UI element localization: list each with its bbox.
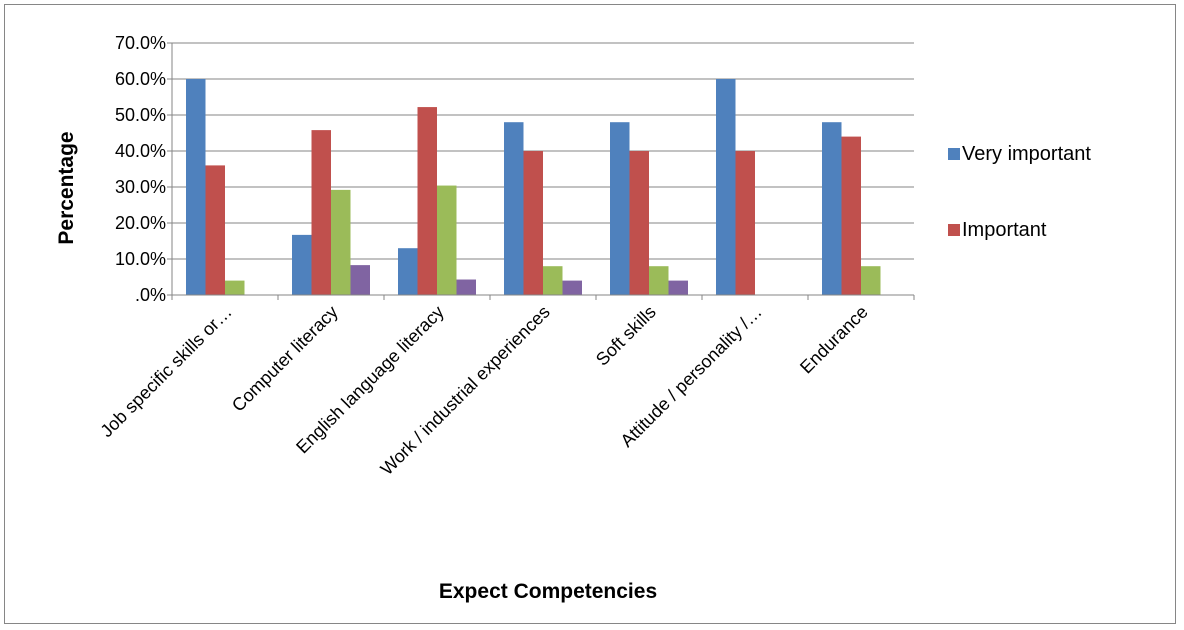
bar xyxy=(417,107,437,295)
bars xyxy=(186,79,881,295)
y-tick-label: 40.0% xyxy=(115,141,166,161)
bar xyxy=(186,79,206,295)
bar xyxy=(841,136,861,295)
legend-label: Important xyxy=(962,219,1047,241)
y-axis-title: Percentage xyxy=(55,131,78,244)
x-tick-labels: Job specific skills or…Computer literacy… xyxy=(96,302,871,479)
x-axis-title: Expect Competencies xyxy=(439,580,657,603)
bar xyxy=(437,185,457,295)
x-tick-label: Endurance xyxy=(796,302,872,378)
x-tick-label: Job specific skills or… xyxy=(96,302,235,441)
y-tick-labels: .0% 10.0% 20.0% 30.0% 40.0% 50.0% 60.0% 70.0% xyxy=(115,33,166,305)
y-tick-label: 50.0% xyxy=(115,105,166,125)
bar xyxy=(735,151,755,295)
bar xyxy=(398,248,418,295)
bar xyxy=(456,279,476,295)
bar xyxy=(629,151,649,295)
bar xyxy=(822,122,842,295)
bar xyxy=(350,265,370,295)
x-tick-label: Soft skills xyxy=(592,302,660,370)
legend-item: Very important xyxy=(948,143,1091,165)
bar xyxy=(562,280,582,295)
legend-swatch xyxy=(948,224,960,236)
bar xyxy=(331,189,351,295)
bar xyxy=(861,266,881,295)
y-tick-label: .0% xyxy=(135,285,166,305)
y-tick-label: 60.0% xyxy=(115,69,166,89)
bar xyxy=(649,266,669,295)
bar xyxy=(523,151,543,295)
bar xyxy=(543,266,563,295)
y-tick-label: 30.0% xyxy=(115,177,166,197)
axes xyxy=(167,42,915,300)
legend-item: Important xyxy=(948,219,1047,241)
y-tick-label: 70.0% xyxy=(115,33,166,53)
bar xyxy=(292,234,312,295)
bar xyxy=(225,280,245,295)
bar xyxy=(205,165,225,295)
y-tick-label: 20.0% xyxy=(115,213,166,233)
legend-label: Very important xyxy=(962,143,1091,165)
x-tick-label: Computer literacy xyxy=(228,302,342,416)
x-tick-label: Work / industrial experiences xyxy=(377,302,554,479)
bar xyxy=(668,280,688,295)
bar xyxy=(504,122,524,295)
legend-swatch xyxy=(948,148,960,160)
bar xyxy=(610,122,630,295)
y-tick-label: 10.0% xyxy=(115,249,166,269)
bar xyxy=(716,79,736,295)
legend: Very important Important xyxy=(948,143,1091,241)
bar xyxy=(311,130,331,295)
